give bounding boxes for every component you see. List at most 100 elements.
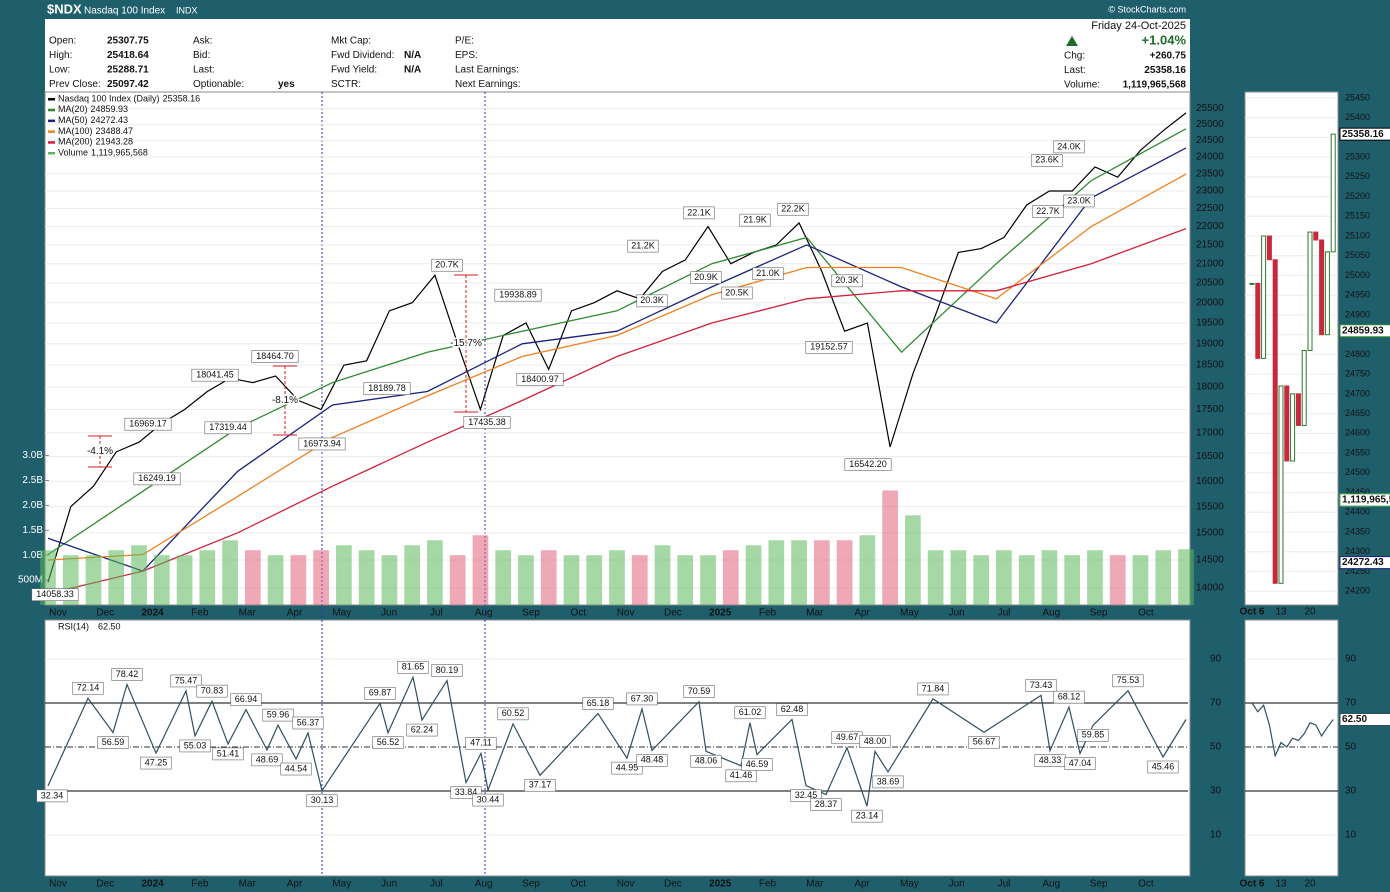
x-tick-label: 13 — [1275, 607, 1287, 618]
volume-bar — [290, 555, 307, 605]
annotation: 62.24 — [411, 724, 434, 734]
y-tick-label: 20000 — [1196, 297, 1224, 308]
x-tick-label: Feb — [759, 608, 777, 619]
volume-bar — [1178, 549, 1194, 605]
annotation: 20.9K — [694, 272, 718, 282]
y-tick-label: 25000 — [1345, 270, 1370, 280]
annotation: 47.11 — [470, 738, 492, 748]
x-tick-label: Nov — [617, 608, 635, 619]
volume-bar — [654, 545, 671, 605]
label-box — [752, 267, 784, 281]
x-tick-label: Aug — [1042, 608, 1060, 619]
y-tick-label: 70 — [1210, 698, 1222, 709]
annotation: 23.14 — [856, 811, 879, 821]
y2-tick-label: 1.0B — [22, 550, 43, 561]
y-tick-label: 24600 — [1345, 428, 1370, 438]
label-box — [298, 437, 346, 451]
legend-name: Nasdaq 100 Index (Daily) — [58, 93, 160, 103]
label-box — [31, 588, 79, 601]
label-box — [831, 274, 863, 288]
annotation: 60.52 — [502, 708, 525, 718]
annotation: 22.1K — [687, 207, 711, 217]
label-box — [725, 769, 757, 783]
volume-bar — [199, 550, 216, 605]
label-box — [582, 697, 614, 710]
annotation: 75.47 — [175, 675, 198, 685]
x-tick-label: Dec — [96, 608, 114, 619]
annotation: 32.45 — [795, 790, 818, 800]
field-label: Next Earnings: — [455, 79, 521, 90]
volume-bar — [176, 555, 193, 605]
price-box — [1339, 127, 1390, 141]
y-tick-label: 17500 — [1196, 404, 1224, 415]
volume-bar — [267, 555, 284, 605]
volume-bar — [540, 550, 557, 605]
annotation: 66.94 — [235, 694, 258, 704]
label-box — [179, 739, 211, 753]
annotation: 72.14 — [77, 683, 100, 693]
index-name: Nasdaq 100 Index — [84, 6, 165, 17]
price-box-label: 24272.43 — [1342, 557, 1384, 568]
x-tick-label: Sep — [1090, 608, 1108, 619]
candle — [1249, 282, 1255, 285]
y-tick-label: 24500 — [1196, 135, 1224, 146]
header-panel — [45, 19, 1190, 92]
volume-bar — [1155, 550, 1172, 605]
label-box — [262, 708, 294, 722]
annotation: 21.2K — [631, 241, 655, 251]
field-value: 25288.71 — [107, 65, 149, 76]
rsi-title: RSI(14) — [58, 621, 89, 631]
label-box — [851, 809, 883, 823]
annotation: 18189.78 — [368, 383, 406, 393]
x-tick-label: Sep — [1090, 879, 1108, 890]
x-tick-label: 2024 — [141, 608, 164, 619]
x-tick-label: 20 — [1304, 879, 1316, 890]
field-label: Prev Close: — [49, 79, 101, 90]
moving-average — [47, 147, 1187, 572]
candle — [1284, 385, 1290, 462]
annotation: 30.13 — [311, 795, 334, 805]
legend-swatch — [48, 108, 55, 112]
y-tick-label: 14000 — [1196, 583, 1224, 594]
annotation: 75.53 — [1117, 675, 1140, 685]
annotation: 61.02 — [739, 707, 762, 717]
x-tick-label: Dec — [96, 879, 114, 890]
y-tick-label: 17000 — [1196, 427, 1224, 438]
candle — [1313, 231, 1319, 241]
annotation: 17435.38 — [468, 417, 506, 427]
label-box — [204, 421, 252, 435]
label-box — [1053, 690, 1085, 704]
y-tick-label: 15000 — [1196, 527, 1224, 538]
y-tick-label: 25300 — [1345, 151, 1370, 161]
field-label: Volume: — [1064, 80, 1100, 91]
label-box — [1077, 729, 1109, 742]
label-box — [72, 681, 104, 695]
label-box — [721, 286, 753, 300]
label-box — [844, 458, 892, 471]
annotation: 68.12 — [1058, 691, 1081, 701]
y-tick-label: 10 — [1345, 830, 1357, 841]
x-tick-label: Oct — [1138, 608, 1154, 619]
field-value: 25358.16 — [1144, 65, 1186, 76]
annotation: 55.03 — [184, 740, 207, 750]
label-box — [683, 206, 715, 220]
y-tick-label: 24700 — [1345, 388, 1370, 398]
zoom-panel — [1244, 91, 1339, 606]
legend-name: MA(200) — [58, 137, 93, 147]
volume-bar — [586, 555, 603, 605]
percent-annotation: -4.1% — [87, 446, 113, 457]
annotation: 44.54 — [285, 763, 308, 773]
y-tick-label: 25500 — [1196, 103, 1224, 114]
annotation: 48.69 — [256, 754, 279, 764]
price-box-label: 24859.93 — [1342, 325, 1384, 336]
y-tick-label: 16000 — [1196, 476, 1224, 487]
label-box — [431, 258, 463, 272]
annotation: 48.00 — [864, 736, 887, 746]
annotation: 24.0K — [1057, 141, 1081, 151]
y-tick-label: 24950 — [1345, 290, 1370, 300]
annotation: 16969.17 — [129, 419, 167, 429]
volume-bar — [427, 540, 443, 605]
field-label: EPS: — [455, 50, 478, 61]
label-box — [406, 723, 438, 737]
